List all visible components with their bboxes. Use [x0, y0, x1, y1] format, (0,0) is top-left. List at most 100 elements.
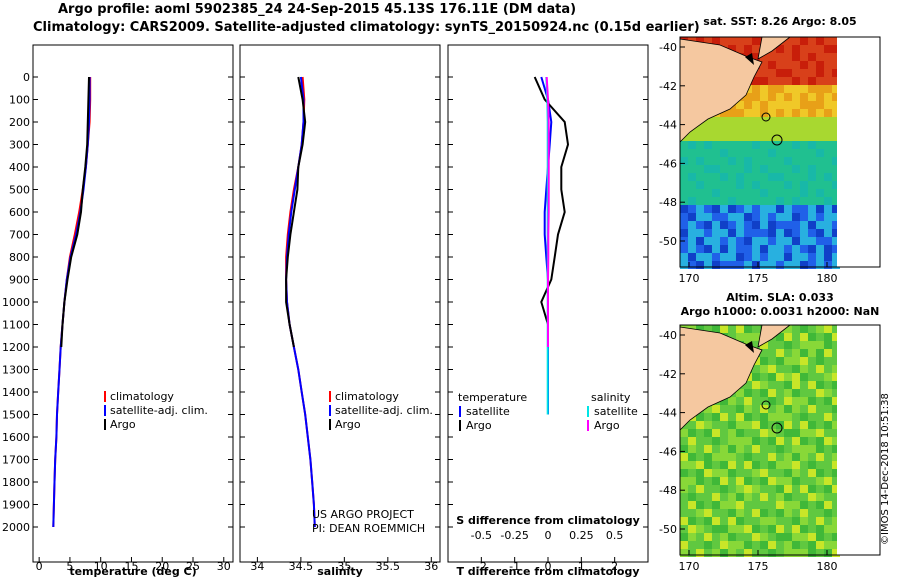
- sla-lon-tick-label: 180: [817, 560, 838, 573]
- sla-map-cell: [736, 333, 744, 341]
- sla-map-cell: [808, 421, 816, 429]
- sla-map-cell: [712, 525, 720, 533]
- sst-map-cell: [728, 205, 736, 213]
- sla-map-cell: [776, 405, 784, 413]
- sst-map-cell: [800, 109, 808, 117]
- sst-map-cell: [680, 261, 688, 269]
- sla-map-cell: [768, 437, 776, 445]
- sla-map-cell: [800, 413, 808, 421]
- sst-island-outline: [761, 112, 771, 122]
- sla-map-cell: [832, 349, 840, 357]
- sla-map-cell: [696, 485, 704, 493]
- sla-map-cell: [816, 469, 824, 477]
- sla-map-cell: [792, 333, 800, 341]
- sst-map-cell: [824, 45, 832, 53]
- sla-map-cell: [728, 509, 736, 517]
- sst-map-cell: [808, 141, 816, 149]
- sst-map-title: sat. SST: 8.26 Argo: 8.05: [703, 15, 857, 28]
- sst-map-cell: [784, 101, 792, 109]
- sst-map-cell: [824, 141, 832, 149]
- sla-map-cell: [752, 517, 760, 525]
- sst-map-cell: [768, 61, 776, 69]
- sla-map-cell: [832, 357, 840, 365]
- sla-map-cell: [824, 429, 832, 437]
- sla-map-cell: [704, 493, 712, 501]
- sla-map-cell: [768, 461, 776, 469]
- sla-map-land: [679, 326, 763, 431]
- sst-map-cell: [816, 93, 824, 101]
- sst-map-cell: [784, 37, 792, 45]
- sst-map-cell: [744, 205, 752, 213]
- sst-map-cell: [824, 69, 832, 77]
- sla-map-cell: [760, 549, 768, 557]
- sst-map-cell: [712, 141, 720, 149]
- sla-map-cell: [824, 453, 832, 461]
- sla-map-cell: [760, 525, 768, 533]
- sst-map-cell: [792, 165, 800, 173]
- sla-map-cell: [696, 325, 704, 333]
- sla-map-cell: [824, 389, 832, 397]
- credit-line1: US ARGO PROJECT: [312, 508, 414, 521]
- sla-map-cell: [792, 541, 800, 549]
- sst-map-cell: [736, 173, 744, 181]
- sla-map-cell: [776, 485, 784, 493]
- sla-map-cell: [776, 421, 784, 429]
- temperature-series-climatology: [52, 77, 92, 528]
- sst-map-cell: [744, 253, 752, 261]
- sla-map-cell: [680, 509, 688, 517]
- sla-map-cell: [768, 493, 776, 501]
- sst-lat-tick-label: -40: [659, 41, 677, 54]
- sla-map-cell: [832, 445, 840, 453]
- sst-map-cell: [712, 245, 720, 253]
- sla-map-cell: [744, 429, 752, 437]
- sla-map-cell: [792, 493, 800, 501]
- sla-map-cell: [784, 469, 792, 477]
- sla-map-cell: [680, 541, 688, 549]
- difference-xtick-label: 2: [611, 560, 618, 573]
- sst-map-cell: [824, 229, 832, 237]
- sst-map-cell: [752, 261, 760, 269]
- sla-map-cell: [808, 357, 816, 365]
- sst-map-cell: [768, 101, 776, 109]
- sla-map-cell: [784, 501, 792, 509]
- sst-map-cell: [696, 157, 704, 165]
- sst-map-border: [679, 36, 881, 268]
- sla-map-cell: [800, 437, 808, 445]
- sst-map-cell: [728, 189, 736, 197]
- sla-map-cell: [760, 533, 768, 541]
- sla-map-cell: [832, 469, 840, 477]
- sst-map-cell: [800, 37, 808, 45]
- sst-map-cell: [680, 221, 688, 229]
- sst-map-cell: [832, 61, 840, 69]
- difference-xtick-label: -2: [476, 560, 487, 573]
- sst-map-cell: [744, 117, 752, 125]
- sla-map-cell: [688, 501, 696, 509]
- sst-lon-tick-label: 170: [679, 272, 700, 285]
- sla-map-cell: [720, 445, 728, 453]
- sst-map-cell: [832, 69, 840, 77]
- sst-map-cell: [744, 213, 752, 221]
- sla-map-cell: [800, 501, 808, 509]
- sla-map-cell: [816, 325, 824, 333]
- sst-map-cell: [832, 253, 840, 261]
- sst-map-cell: [744, 173, 752, 181]
- sla-map-cell: [712, 517, 720, 525]
- sst-map-cell: [728, 237, 736, 245]
- sla-map-cell: [744, 517, 752, 525]
- sst-map-cell: [824, 181, 832, 189]
- sla-map-cell: [816, 349, 824, 357]
- sst-map-cell: [800, 53, 808, 61]
- sla-map-cell: [816, 429, 824, 437]
- sst-map-cell: [792, 117, 800, 125]
- sst-map-cell: [800, 245, 808, 253]
- sst-map-cell: [784, 117, 792, 125]
- sla-map-cell: [696, 509, 704, 517]
- sst-map-cell: [776, 165, 784, 173]
- sst-map-cell: [832, 157, 840, 165]
- sst-map-cell: [728, 157, 736, 165]
- sst-map-cell: [768, 229, 776, 237]
- sla-map-cell: [808, 397, 816, 405]
- sla-map-cell: [736, 397, 744, 405]
- depth-tick-label: 200: [9, 116, 30, 129]
- credit-line2: PI: DEAN ROEMMICH: [312, 522, 425, 535]
